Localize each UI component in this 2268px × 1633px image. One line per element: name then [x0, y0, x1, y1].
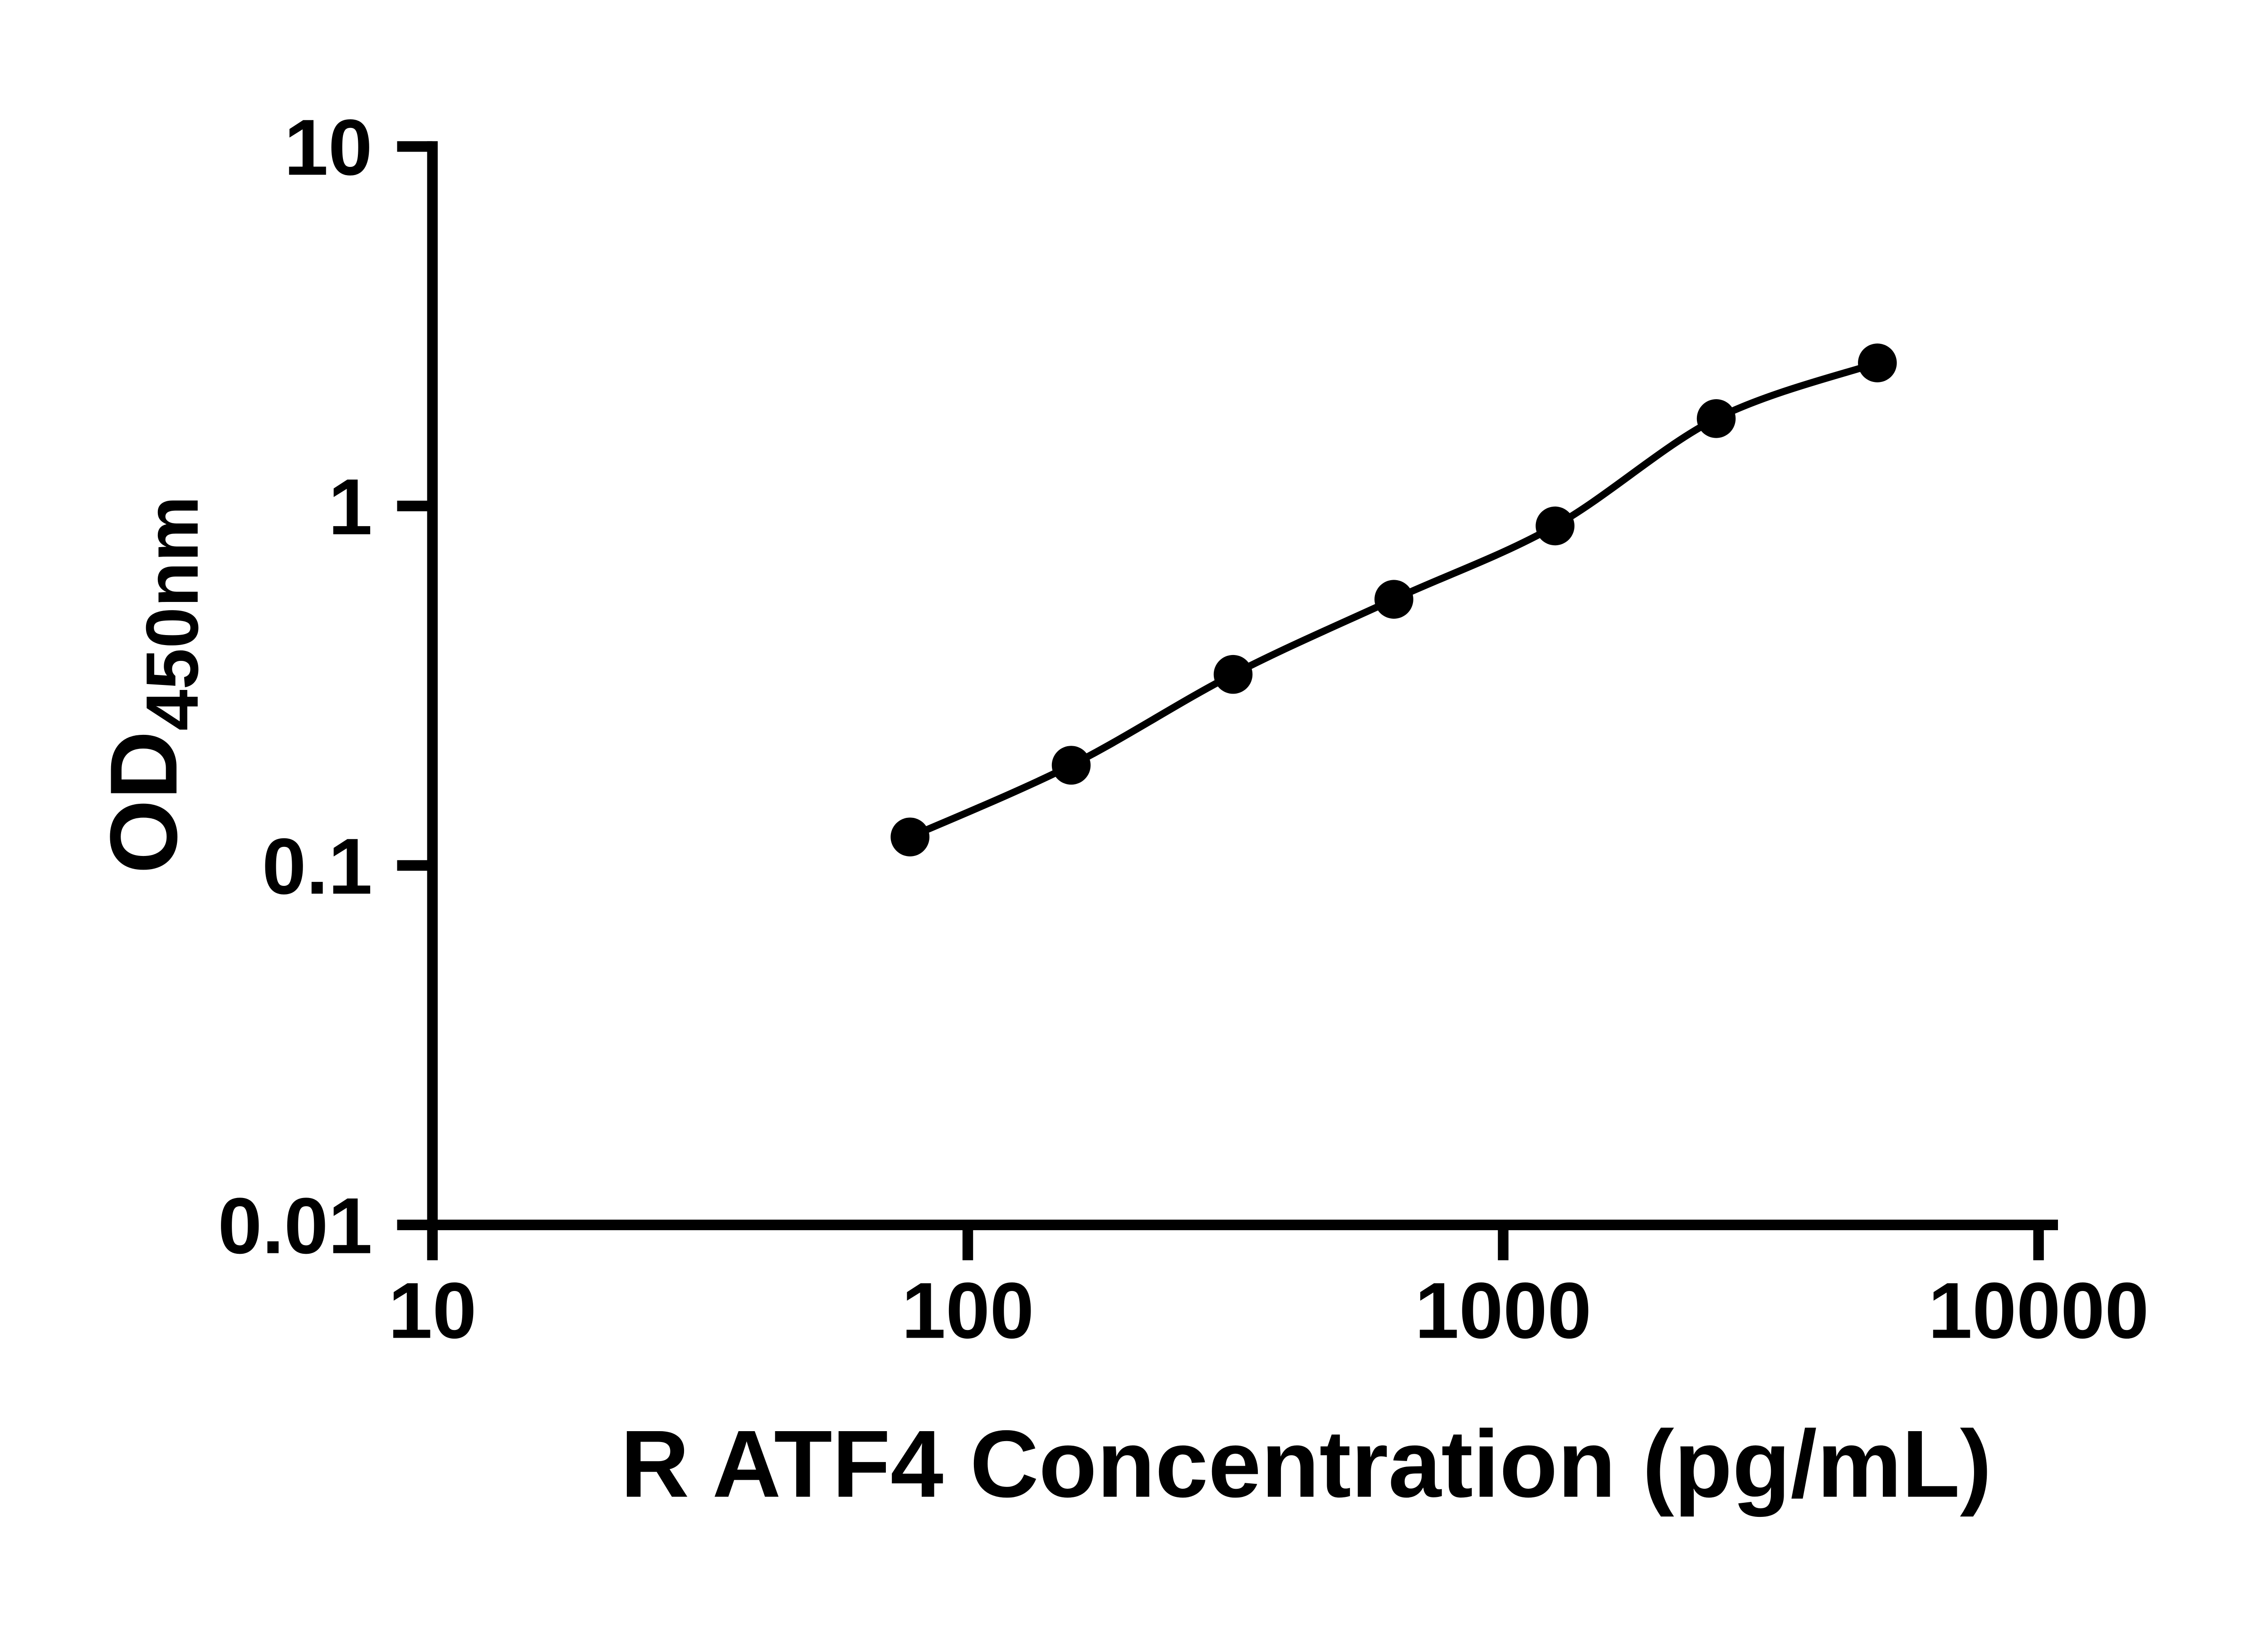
data-point	[1051, 746, 1091, 785]
x-tick-label: 1000	[1415, 1266, 1591, 1355]
x-tick-label: 10000	[1928, 1266, 2149, 1355]
data-point	[1696, 399, 1736, 438]
y-axis-title: OD450nm	[90, 496, 214, 874]
x-axis-title: R ATF4 Concentration (pg/mL)	[621, 1411, 1992, 1517]
data-point	[1374, 580, 1413, 619]
data-point	[1535, 506, 1575, 546]
data-point	[1213, 655, 1253, 694]
y-axis-title-main: OD	[90, 731, 197, 874]
y-tick-label: 10	[284, 103, 372, 192]
data-point	[1858, 343, 1897, 382]
elisa-standard-curve-figure: 10 100 1000 10000 0.01 0.1 1 10 R ATF4 Concentr…	[90, 103, 2149, 1517]
y-tick-label: 1	[328, 463, 372, 552]
plot-area: 10 100 1000 10000 0.01 0.1 1 10	[218, 103, 2149, 1355]
standard-curve-chart: 10 100 1000 10000 0.01 0.1 1 10 R ATF4 Concentr…	[90, 103, 2149, 1517]
data-point	[890, 817, 930, 856]
x-tick-label: 10	[388, 1266, 477, 1355]
y-tick-label: 0.01	[218, 1182, 372, 1271]
y-tick-label: 0.1	[262, 822, 372, 911]
x-tick-label: 100	[902, 1266, 1034, 1355]
y-axis-title-subscript: 450nm	[131, 496, 214, 731]
